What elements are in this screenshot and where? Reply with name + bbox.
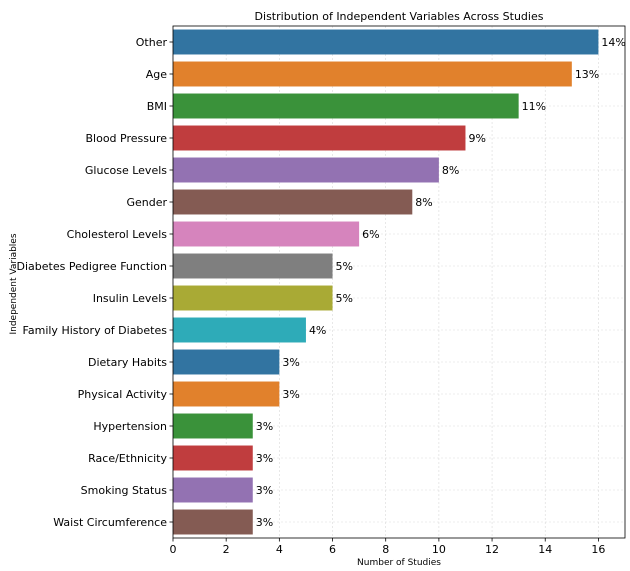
bar xyxy=(173,317,306,343)
data-label: 13% xyxy=(575,68,599,81)
x-tick-label: 10 xyxy=(432,543,446,556)
data-label: 8% xyxy=(415,196,432,209)
y-axis-label: Independent Variables xyxy=(9,233,19,334)
x-tick-label: 8 xyxy=(382,543,389,556)
bar-layer xyxy=(173,29,599,535)
y-tick-label: BMI xyxy=(147,100,167,113)
y-tick-label: Gender xyxy=(126,196,167,209)
x-tick-label: 16 xyxy=(591,543,605,556)
data-label: 3% xyxy=(282,356,299,369)
x-tick-label: 0 xyxy=(170,543,177,556)
bar xyxy=(173,61,572,87)
bar xyxy=(173,29,599,55)
y-tick-label: Family History of Diabetes xyxy=(23,324,168,337)
bar xyxy=(173,285,333,311)
y-tick-label: Blood Pressure xyxy=(85,132,167,145)
bar xyxy=(173,509,253,535)
plot-frame xyxy=(172,25,626,539)
y-tick-label: Race/Ethnicity xyxy=(88,452,167,465)
bar xyxy=(173,253,333,279)
y-tick-label: Other xyxy=(136,36,168,49)
y-tick-label: Smoking Status xyxy=(81,484,168,497)
chart-title: Distribution of Independent Variables Ac… xyxy=(255,10,544,23)
label-layer: Other 14% Age 13% BMI 11% Blood Pressure 9% Gluc… xyxy=(17,36,626,529)
bar xyxy=(173,189,413,215)
y-tick-label: Insulin Levels xyxy=(93,292,168,305)
bar xyxy=(173,125,466,151)
x-tick-label: 2 xyxy=(223,543,230,556)
bar xyxy=(173,93,519,119)
bar xyxy=(173,381,280,407)
y-tick-label: Hypertension xyxy=(93,420,167,433)
data-label: 3% xyxy=(256,452,273,465)
data-label: 4% xyxy=(309,324,326,337)
x-tick-label: 14 xyxy=(538,543,552,556)
data-label: 5% xyxy=(336,260,353,273)
data-label: 11% xyxy=(522,100,546,113)
x-tick-label: 4 xyxy=(276,543,283,556)
data-label: 14% xyxy=(601,36,625,49)
bar xyxy=(173,445,253,471)
axis-layer: 0 2 4 6 8 10 12 14 16 xyxy=(169,25,626,556)
x-tick-label: 6 xyxy=(329,543,336,556)
data-label: 3% xyxy=(256,484,273,497)
y-tick-label: Age xyxy=(146,68,168,81)
bar xyxy=(173,413,253,439)
data-label: 3% xyxy=(256,420,273,433)
x-axis-label: Number of Studies xyxy=(357,558,441,566)
y-tick-label: Physical Activity xyxy=(78,388,168,401)
y-tick-label: Cholesterol Levels xyxy=(67,228,168,241)
data-label: 3% xyxy=(282,388,299,401)
y-tick-label: Dietary Habits xyxy=(88,356,167,369)
data-label: 6% xyxy=(362,228,379,241)
grid-layer xyxy=(172,26,625,538)
y-tick-label: Diabetes Pedigree Function xyxy=(17,260,167,273)
data-label: 5% xyxy=(336,292,353,305)
y-tick-label: Glucose Levels xyxy=(85,164,167,177)
bar xyxy=(173,477,253,503)
bar xyxy=(173,221,360,247)
x-tick-label: 12 xyxy=(485,543,499,556)
data-label: 3% xyxy=(256,516,273,529)
bar xyxy=(173,349,280,375)
y-tick-label: Waist Circumference xyxy=(53,516,167,529)
data-label: 9% xyxy=(468,132,485,145)
data-label: 8% xyxy=(442,164,459,177)
bar xyxy=(173,157,439,183)
